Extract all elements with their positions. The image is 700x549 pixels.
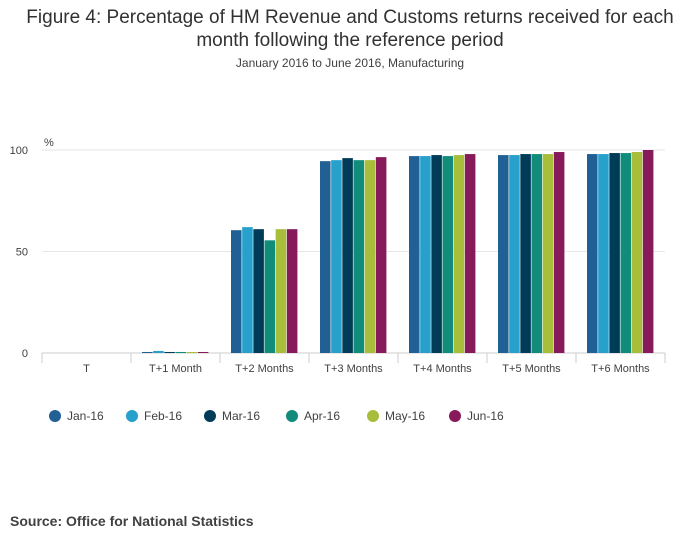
bar — [442, 156, 454, 353]
bar — [598, 154, 609, 353]
bar — [242, 227, 253, 353]
bar — [620, 153, 632, 353]
x-tick-label: T+5 Months — [502, 363, 561, 375]
bar — [542, 154, 554, 353]
bar-chart: 0 50 100% T T+1 Month T+2 Months T+3 Months T+… — [10, 137, 666, 423]
legend-marker — [449, 410, 461, 422]
legend: Jan-16 Feb-16 Mar-16 Apr-16 May-16 Jun-16 — [49, 409, 504, 423]
x-tick-label: T+6 Months — [591, 363, 650, 375]
bar — [153, 350, 164, 353]
bar — [531, 154, 543, 353]
bar — [453, 155, 465, 353]
bar — [431, 155, 442, 353]
bar — [331, 160, 342, 353]
x-tick-label: T+1 Month — [149, 363, 202, 375]
legend-label: Jan-16 — [67, 409, 104, 423]
legend-marker — [367, 410, 379, 422]
bar — [553, 152, 565, 353]
bar — [197, 351, 209, 353]
y-axis: 0 50 100% — [10, 137, 54, 360]
chart-title: Figure 4: Percentage of HM Revenue and C… — [26, 7, 674, 51]
legend-label: Feb-16 — [144, 409, 182, 423]
bar — [342, 158, 353, 353]
legend-marker — [204, 410, 216, 422]
legend-label: Apr-16 — [304, 409, 340, 423]
x-tick-label: T+2 Months — [235, 363, 294, 375]
bar — [409, 156, 420, 353]
bar — [286, 229, 298, 353]
y-tick-label: 0 — [22, 348, 28, 360]
source-note: Source: Office for National Statistics — [10, 513, 254, 529]
legend-label: Mar-16 — [222, 409, 260, 423]
bar — [375, 157, 387, 353]
chart-subtitle: January 2016 to June 2016, Manufacturing — [235, 56, 465, 70]
y-tick-label: 50 — [16, 247, 28, 259]
legend-marker — [126, 410, 138, 422]
x-axis: T T+1 Month T+2 Months T+3 Months T+4 Months… — [41, 353, 666, 375]
bar — [275, 229, 287, 353]
bar — [320, 161, 331, 353]
x-tick-label: T — [83, 363, 90, 375]
bar — [609, 153, 620, 353]
bar — [175, 351, 187, 353]
bar — [520, 154, 531, 353]
bar — [587, 154, 598, 353]
bar — [264, 240, 276, 353]
bar — [364, 160, 376, 353]
legend-label: May-16 — [385, 409, 425, 423]
bar — [642, 150, 654, 353]
bar — [509, 155, 520, 353]
legend-marker — [286, 410, 298, 422]
x-tick-label: T+4 Months — [413, 363, 472, 375]
bar — [231, 230, 242, 353]
y-tick-label: 100 — [10, 145, 28, 157]
bar — [420, 156, 431, 353]
legend-label: Jun-16 — [467, 409, 504, 423]
bar — [253, 229, 264, 353]
bar — [631, 152, 643, 353]
legend-marker — [49, 410, 61, 422]
bar — [142, 351, 153, 353]
bars — [142, 150, 654, 353]
bar — [353, 160, 365, 353]
bar — [498, 155, 509, 353]
bar — [464, 154, 476, 353]
bar — [186, 351, 198, 353]
bar — [164, 351, 175, 353]
x-tick-label: T+3 Months — [324, 363, 383, 375]
y-axis-label: % — [44, 137, 54, 149]
